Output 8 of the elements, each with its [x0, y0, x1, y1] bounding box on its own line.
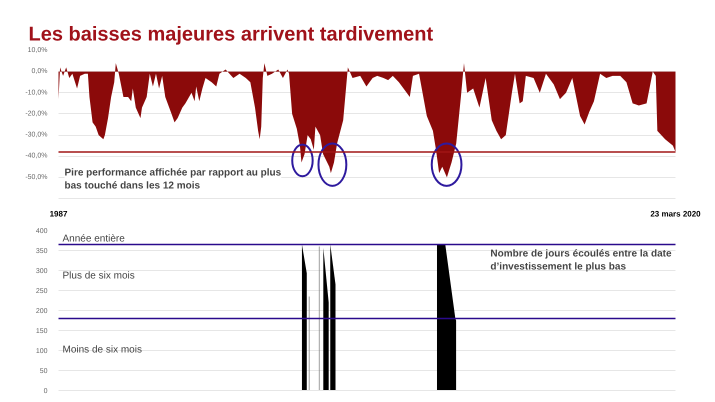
annotation: Nombre de jours écoulés entre la date d’investissement le plus bas	[490, 248, 672, 272]
annotation: Plus de six mois	[62, 270, 135, 282]
x-tick-label: 1987	[50, 210, 68, 218]
annotation: Moins de six mois	[62, 344, 142, 356]
annotation: Pire performance affichée par rapport au plus bas touché dans les 12 mois	[64, 168, 282, 192]
chart-title: Les baisses majeures arrivent tardivement	[28, 24, 434, 46]
ref-line-label: Année entière	[62, 234, 126, 244]
x-tick-label: 23 mars 2020	[650, 210, 702, 218]
